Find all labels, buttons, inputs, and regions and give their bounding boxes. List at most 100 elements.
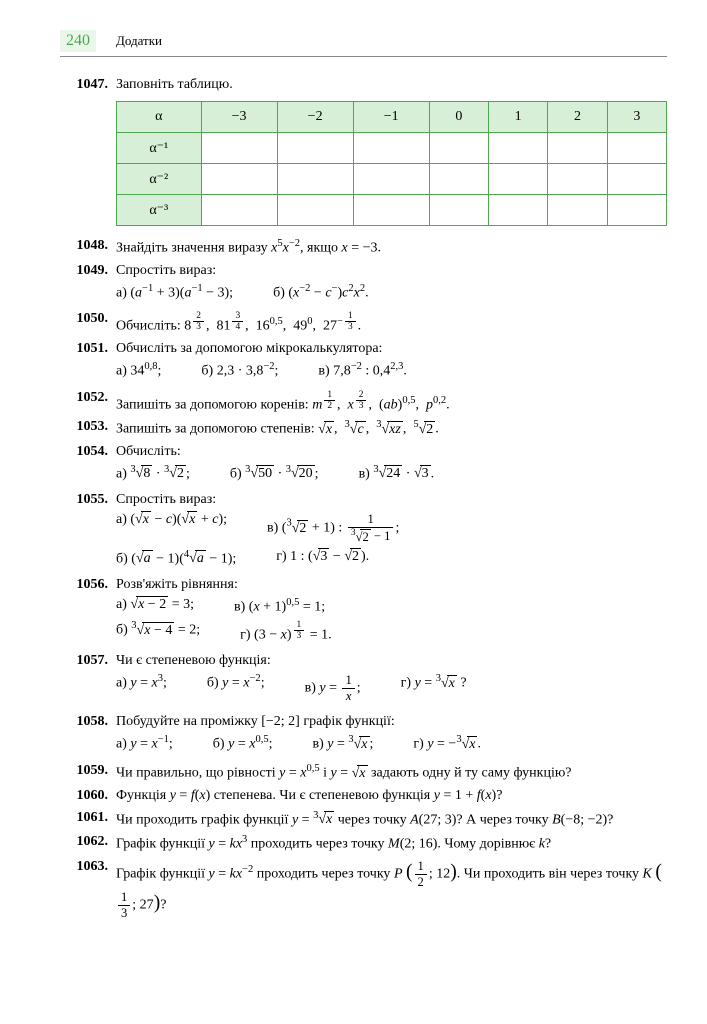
text: Розв'яжіть рівняння:	[116, 577, 238, 592]
th: 2	[548, 102, 607, 133]
item-b: б) (√a − 1)(4√a − 1);	[116, 549, 236, 568]
item-v: в) 7,8−2 : 0,42,3.	[318, 361, 406, 380]
problem-text: Чи правильно, що рівності y = x0,5 і y =…	[116, 763, 667, 782]
problem-text: Запишіть за допомогою степенів: √x, 3√c,…	[116, 419, 667, 438]
text: Побудуйте на проміжку [−2; 2] графік фун…	[116, 714, 395, 729]
problem-1062: 1062. Графік функції y = kx3 проходить ч…	[60, 834, 667, 853]
table-row: α⁻¹	[117, 133, 667, 164]
problem-1055: 1055. Спростіть вираз: а) (√x − c)(√x + …	[60, 492, 667, 571]
problem-1054: 1054. Обчисліть: а) 3√8 · 3√2; б) 3√50 ·…	[60, 444, 667, 487]
problem-number: 1060.	[60, 788, 108, 804]
item-v: в) (x + 1)0,5 = 1;	[234, 597, 325, 616]
item-g: г) y = −3√x.	[413, 734, 481, 753]
item-b: б) y = x0,5;	[213, 734, 273, 753]
table-wrap: α −3 −2 −1 0 1 2 3 α⁻¹ α⁻² α⁻³	[116, 101, 667, 226]
text: Обчисліть:	[116, 444, 181, 459]
th: −1	[353, 102, 429, 133]
problem-1048: 1048. Знайдіть значення виразу x5x−2, як…	[60, 238, 667, 257]
header-title: Додатки	[116, 33, 162, 49]
item-a: а) (√x − c)(√x + c);	[116, 512, 227, 544]
th: −3	[201, 102, 277, 133]
problem-number: 1052.	[60, 390, 108, 414]
problem-text: Знайдіть значення виразу x5x−2, якщо x =…	[116, 238, 667, 257]
item-g: г) y = 3√x ?	[401, 673, 467, 704]
item-v: в) (3√2 + 1) : 13√2 − 1;	[267, 512, 399, 544]
problem-text: Обчисліть: а) 3√8 · 3√2; б) 3√50 · 3√20;…	[116, 444, 667, 487]
th: 3	[607, 102, 666, 133]
item-b: б) (x−2 − c−)c2x2.	[273, 283, 369, 302]
problem-1056: 1056. Розв'яжіть рівняння: а) √x − 2 = 3…	[60, 577, 667, 647]
th: 1	[489, 102, 548, 133]
item-g: г) (3 − x)13 = 1.	[240, 620, 331, 644]
text: Спростіть вираз:	[116, 492, 216, 507]
item-a: а) (a−1 + 3)(a−1 − 3);	[116, 283, 233, 302]
problem-number: 1058.	[60, 714, 108, 757]
row-label: α⁻¹	[117, 133, 202, 164]
alpha-table: α −3 −2 −1 0 1 2 3 α⁻¹ α⁻² α⁻³	[116, 101, 667, 226]
text: Спростіть вираз:	[116, 263, 216, 278]
problem-text: Спростіть вираз: а) (a−1 + 3)(a−1 − 3); …	[116, 263, 667, 306]
row-label: α⁻²	[117, 164, 202, 195]
problem-1049: 1049. Спростіть вираз: а) (a−1 + 3)(a−1 …	[60, 263, 667, 306]
problem-number: 1063.	[60, 859, 108, 921]
problem-number: 1056.	[60, 577, 108, 647]
problem-number: 1047.	[60, 77, 108, 93]
page: 240 Додатки 1047. Заповніть таблицю. α −…	[0, 0, 707, 967]
item-b: б) y = x−2;	[207, 673, 265, 704]
problem-text: Обчисліть за допомогою мікрокалькулятора…	[116, 341, 667, 384]
problem-number: 1049.	[60, 263, 108, 306]
problem-text: Графік функції y = kx−2 проходить через …	[116, 859, 667, 921]
problem-number: 1061.	[60, 810, 108, 829]
problem-number: 1054.	[60, 444, 108, 487]
item-b: б) 2,3 · 3,8−2;	[201, 361, 278, 380]
problem-number: 1055.	[60, 492, 108, 571]
problem-number: 1050.	[60, 311, 108, 335]
text: Обчисліть за допомогою мікрокалькулятора…	[116, 341, 382, 356]
item-v: в) y = 1x;	[305, 673, 361, 704]
item-b: б) 3√x − 4 = 2;	[116, 620, 200, 644]
problem-number: 1051.	[60, 341, 108, 384]
item-b: б) 3√50 · 3√20;	[230, 464, 319, 483]
problem-1047: 1047. Заповніть таблицю.	[60, 77, 667, 93]
problem-text: Обчисліть: 823, 8134, 160,5, 490, 27−13.	[116, 311, 667, 335]
problem-text: Заповніть таблицю.	[116, 77, 667, 93]
item-g: г) 1 : (√3 − √2).	[276, 549, 369, 568]
problem-1058: 1058. Побудуйте на проміжку [−2; 2] граф…	[60, 714, 667, 757]
problem-number: 1059.	[60, 763, 108, 782]
problem-number: 1053.	[60, 419, 108, 438]
problem-1061: 1061. Чи проходить графік функції y = 3√…	[60, 810, 667, 829]
problem-number: 1062.	[60, 834, 108, 853]
problem-1053: 1053. Запишіть за допомогою степенів: √x…	[60, 419, 667, 438]
problem-text: Побудуйте на проміжку [−2; 2] графік фун…	[116, 714, 667, 757]
row-label: α⁻³	[117, 195, 202, 226]
item-a: а) 340,8;	[116, 361, 161, 380]
item-a: а) y = x3;	[116, 673, 167, 704]
problem-1063: 1063. Графік функції y = kx−2 проходить …	[60, 859, 667, 921]
problem-text: Функція y = f(x) степенева. Чи є степене…	[116, 788, 667, 804]
text: Чи є степеневою функція:	[116, 653, 271, 668]
table-row: α⁻²	[117, 164, 667, 195]
problem-1050: 1050. Обчисліть: 823, 8134, 160,5, 490, …	[60, 311, 667, 335]
problem-text: Розв'яжіть рівняння: а) √x − 2 = 3; в) (…	[116, 577, 667, 647]
item-v: в) y = 3√x;	[312, 734, 373, 753]
table-row: α −3 −2 −1 0 1 2 3	[117, 102, 667, 133]
page-number: 240	[60, 30, 96, 52]
problem-1059: 1059. Чи правильно, що рівності y = x0,5…	[60, 763, 667, 782]
problem-text: Чи проходить графік функції y = 3√x чере…	[116, 810, 667, 829]
problem-number: 1048.	[60, 238, 108, 257]
problem-text: Запишіть за допомогою коренів: m12, x23,…	[116, 390, 667, 414]
problem-text: Спростіть вираз: а) (√x − c)(√x + c); в)…	[116, 492, 667, 571]
problem-1060: 1060. Функція y = f(x) степенева. Чи є с…	[60, 788, 667, 804]
item-a: а) 3√8 · 3√2;	[116, 464, 190, 483]
table-row: α⁻³	[117, 195, 667, 226]
th: α	[117, 102, 202, 133]
problem-number: 1057.	[60, 653, 108, 708]
problem-1052: 1052. Запишіть за допомогою коренів: m12…	[60, 390, 667, 414]
th: 0	[429, 102, 488, 133]
problem-text: Чи є степеневою функція: а) y = x3; б) y…	[116, 653, 667, 708]
problem-text: Графік функції y = kx3 проходить через т…	[116, 834, 667, 853]
th: −2	[277, 102, 353, 133]
page-header: 240 Додатки	[60, 30, 667, 57]
item-v: в) 3√24 · √3.	[359, 464, 435, 483]
item-a: а) y = x−1;	[116, 734, 173, 753]
